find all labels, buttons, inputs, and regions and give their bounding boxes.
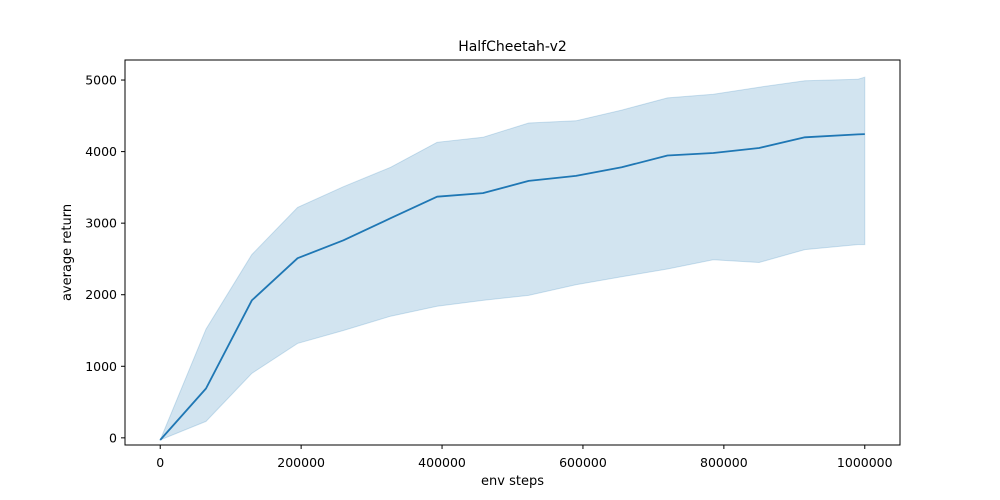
chart-title: HalfCheetah-v2 <box>458 39 567 55</box>
y-tick-label: 5000 <box>85 73 117 88</box>
y-tick-label: 3000 <box>85 216 117 231</box>
plot-area-frame <box>124 59 901 446</box>
x-tick-label: 400000 <box>418 455 466 470</box>
x-tick-label: 1000000 <box>837 455 893 470</box>
confidence-band <box>159 76 866 441</box>
x-tick-label: 800000 <box>700 455 748 470</box>
x-tick-label: 0 <box>156 455 164 470</box>
y-tick-label: 2000 <box>85 287 117 302</box>
y-tick-label: 1000 <box>85 359 117 374</box>
y-tick-label: 0 <box>109 430 117 445</box>
x-tick-label: 200000 <box>277 455 325 470</box>
y-axis-label: average return <box>60 204 75 301</box>
y-tick-label: 4000 <box>85 144 117 159</box>
x-tick-label: 600000 <box>559 455 607 470</box>
x-axis-label: env steps <box>481 474 544 489</box>
mean-return-line <box>159 133 865 441</box>
